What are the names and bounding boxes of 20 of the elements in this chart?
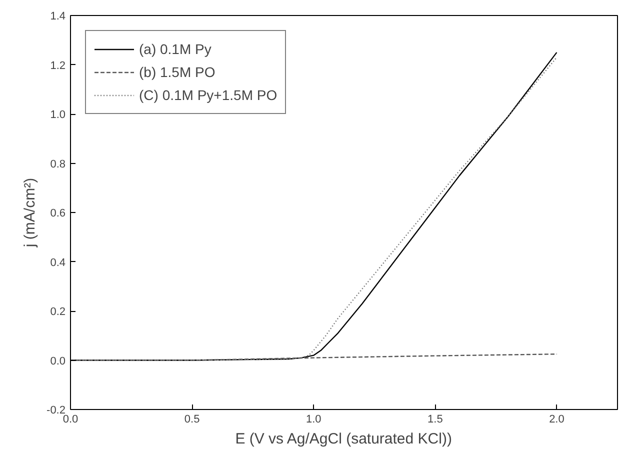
y-tick-label: -0.2 bbox=[46, 404, 66, 416]
y-tick-label: 0.6 bbox=[50, 208, 66, 220]
legend-label: (b) 1.5M PO bbox=[139, 64, 216, 80]
y-axis-title: j (mA/cm²) bbox=[22, 178, 39, 248]
y-tick-label: 1.4 bbox=[50, 10, 66, 22]
y-tick-label: 0.4 bbox=[50, 256, 66, 269]
legend-label: (C) 0.1M Py+1.5M PO bbox=[139, 87, 278, 103]
x-tick-label: 2.0 bbox=[549, 414, 564, 426]
x-tick-label: 1.5 bbox=[428, 414, 443, 426]
x-tick-label: 0.5 bbox=[184, 414, 200, 426]
x-axis-title: E (V vs Ag/AgCl (saturated KCl)) bbox=[235, 430, 452, 448]
line-series bbox=[70, 353, 558, 361]
y-tick-label: 0.0 bbox=[50, 355, 66, 368]
y-tick-label: 0.2 bbox=[50, 306, 66, 318]
legend-label: (a) 0.1M Py bbox=[139, 41, 212, 57]
x-tick-label: 0.0 bbox=[62, 414, 78, 426]
y-tick-label: 0.8 bbox=[50, 158, 66, 170]
y-tick-label: 1.2 bbox=[50, 60, 66, 72]
y-tick-label: 1.0 bbox=[50, 109, 66, 121]
x-tick-label: 1.0 bbox=[306, 414, 322, 426]
